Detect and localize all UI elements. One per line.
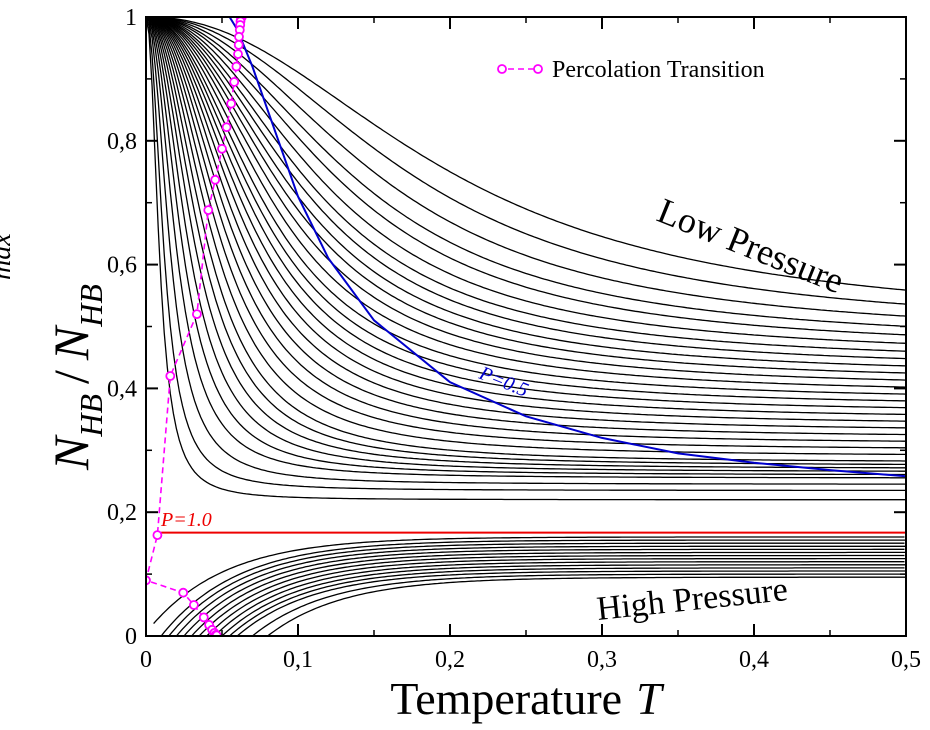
isobar-line (146, 17, 906, 360)
axis-ticks: 0 0,1 0,2 0,3 0,4 0,5 0 0,2 0,4 0,6 0,8 1 (107, 5, 921, 673)
legend-marker-right (533, 64, 543, 74)
y-label-denominator: N (43, 324, 99, 361)
isobar-p-half (228, 17, 906, 478)
x-tick-label: 0 (140, 647, 152, 673)
isobar-line (146, 17, 906, 305)
percolation-point (226, 98, 237, 109)
isobar-line (146, 17, 906, 395)
percolation-point (210, 174, 221, 185)
isobar-line (146, 17, 906, 492)
percolation-point (217, 143, 227, 154)
x-tick-label: 0,2 (435, 647, 465, 673)
percolation-point (221, 122, 232, 133)
high-pressure-label: High Pressure (595, 571, 790, 628)
isobar-line (146, 17, 906, 462)
percolation-point (188, 600, 199, 610)
x-tick-label: 0,1 (283, 647, 313, 673)
isobar-line (146, 17, 906, 416)
y-label-denominator-sup: max (0, 233, 17, 280)
isobar-line (146, 17, 906, 388)
percolation-point (178, 587, 189, 598)
isobar-line (146, 17, 906, 429)
isobar-line (146, 17, 906, 466)
y-tick-label: 0 (125, 624, 137, 650)
low-pressure-label: Low Pressure (652, 190, 850, 301)
percolation-point (233, 40, 244, 50)
isobar-line (251, 573, 906, 636)
isobar-line (146, 17, 906, 485)
legend: Percolation Transition (497, 57, 765, 83)
isobar-line (213, 561, 905, 636)
y-label-numerator: N (43, 434, 99, 471)
x-axis-label-symbol: T (636, 673, 665, 724)
y-label-denominator-sub: HB (73, 284, 109, 328)
isobar-line (146, 17, 906, 291)
isobar-line (146, 17, 906, 476)
isobar-line (146, 17, 906, 479)
isobar-line (146, 17, 906, 367)
y-tick-label: 0,8 (107, 129, 137, 155)
isobar-line (267, 576, 906, 636)
y-tick-label: 0,4 (107, 376, 137, 402)
isobar-line (206, 557, 906, 636)
percolation-series (146, 17, 247, 636)
percolation-point (203, 205, 214, 216)
x-axis-label: Temperature T (390, 673, 665, 724)
isobar-line (168, 542, 905, 636)
percolation-point (152, 530, 163, 540)
isobar-line (146, 17, 906, 472)
isobar-line (229, 567, 905, 636)
isobar-line (146, 17, 906, 352)
x-tick-label: 0,5 (891, 647, 921, 673)
isobar-line (160, 539, 906, 636)
isobar-line (191, 551, 906, 636)
legend-label: Percolation Transition (552, 57, 765, 83)
svg-text:NHB/NHB: NHB/NHB (43, 284, 109, 471)
percolation-point (198, 612, 209, 623)
isobar-line (146, 17, 906, 402)
isobar-line (146, 17, 906, 422)
isobar-line (198, 554, 905, 636)
isobar-line (146, 17, 906, 381)
percolation-point (234, 31, 244, 42)
x-axis-label-text: Temperature (390, 673, 622, 724)
isobar-line (146, 17, 906, 501)
isobar-line (146, 17, 906, 317)
isobar-line (146, 17, 906, 456)
percolation-point (191, 309, 202, 320)
y-label-slash: / (43, 370, 99, 384)
isobar-line (175, 545, 906, 636)
y-axis-label: NHB/NHB max (0, 233, 109, 471)
percolation-point (229, 77, 240, 87)
isobar-line (153, 536, 905, 625)
y-tick-label: 0,2 (107, 500, 137, 526)
legend-marker-left (497, 64, 507, 74)
isobar-line (146, 17, 906, 442)
percolation-point (233, 49, 243, 59)
x-tick-label: 0,3 (587, 647, 617, 673)
y-label-numerator-sub: HB (73, 394, 109, 438)
isobar-line (221, 564, 906, 636)
percolation-point (231, 61, 242, 72)
x-tick-label: 0,4 (739, 647, 769, 673)
isobar-line (146, 17, 906, 336)
isobar-curves (146, 17, 906, 636)
y-tick-label: 1 (125, 5, 137, 31)
percolation-point (165, 371, 176, 381)
isobar-line (146, 17, 906, 327)
isobar-line (146, 17, 906, 469)
isobar-line (146, 17, 906, 374)
p-one-label: P=1.0 (160, 509, 212, 531)
isobar-line (146, 17, 906, 436)
isobar-line (183, 548, 905, 636)
isobar-line (236, 570, 906, 636)
isobar-line (146, 17, 906, 409)
y-tick-label: 0,6 (107, 253, 137, 279)
isobar-line (146, 17, 906, 449)
